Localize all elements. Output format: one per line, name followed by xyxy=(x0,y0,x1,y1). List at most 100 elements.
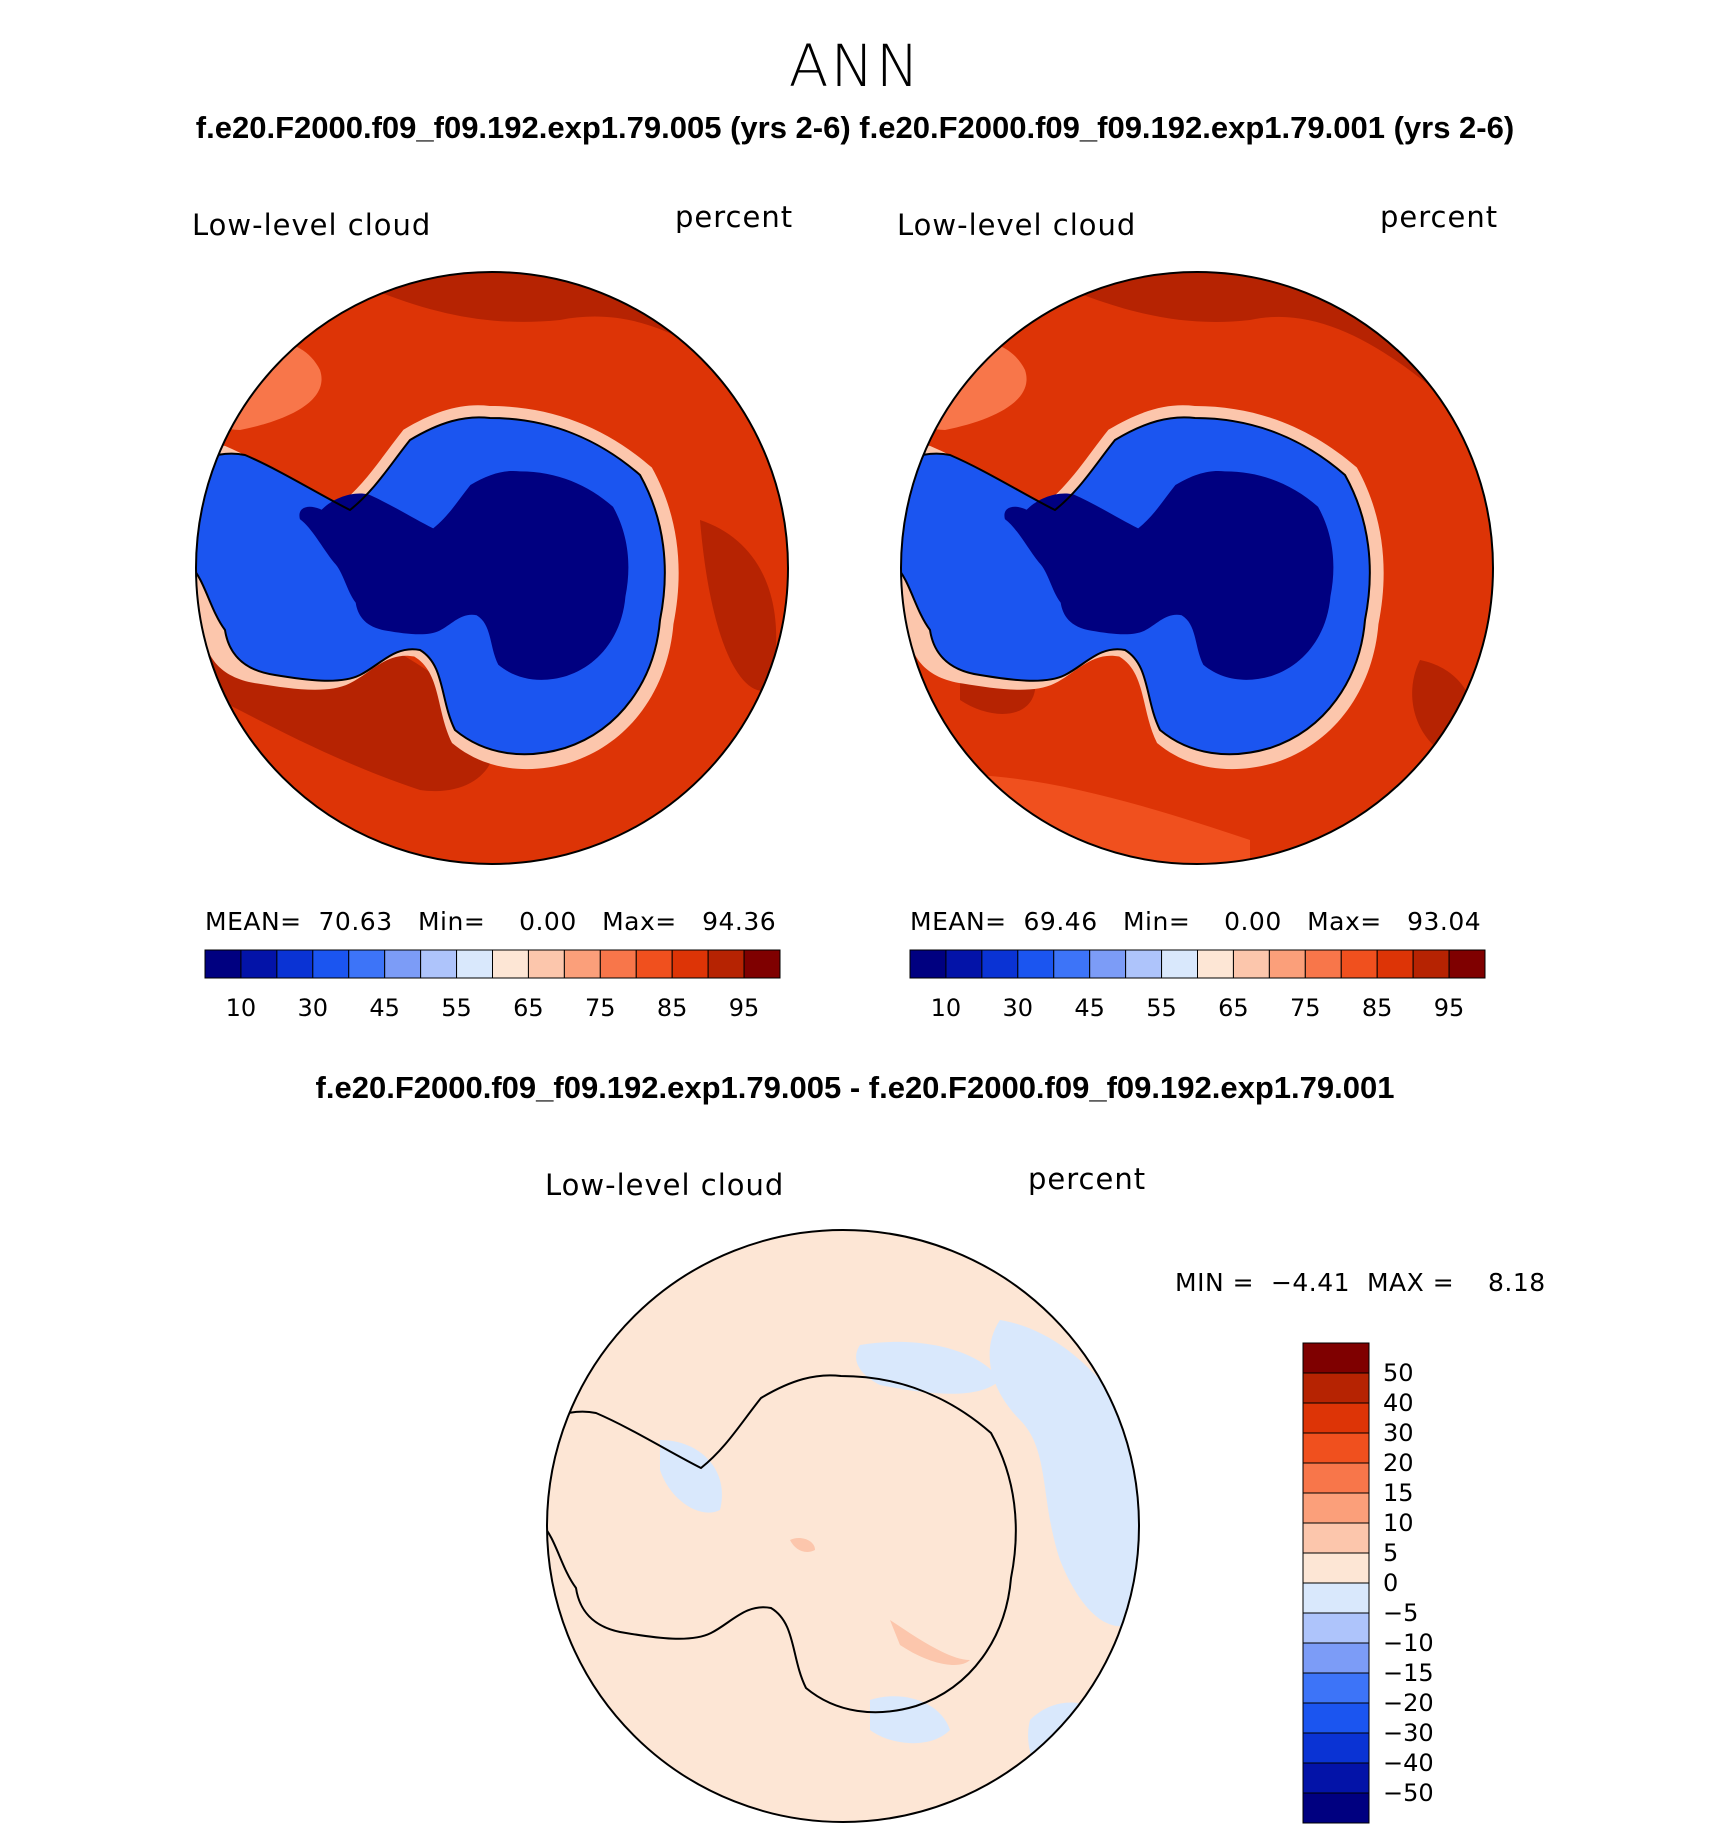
panel3-colorbar-tick-label: −15 xyxy=(1383,1659,1434,1687)
panel2-colorbar-swatch xyxy=(1448,949,1486,979)
panel2-mean-value: 69.46 xyxy=(1023,907,1098,936)
panel1-colorbar-swatch xyxy=(707,949,745,979)
panel1-colorbar-tick-label: 10 xyxy=(226,994,257,1022)
plot-title: ANN xyxy=(788,32,922,100)
panel2-colorbar-swatch xyxy=(1376,949,1414,979)
panel3-colorbar-swatch xyxy=(1302,1732,1370,1764)
panel2-colorbar-swatch xyxy=(1268,949,1306,979)
panel2-colorbar-tick-label: 95 xyxy=(1434,994,1465,1022)
panel1-mean-value: 70.63 xyxy=(318,907,393,936)
panel2-colorbar-swatch xyxy=(909,949,947,979)
panel3-colorbar-swatch xyxy=(1302,1462,1370,1494)
panel1-colorbar-swatch xyxy=(456,949,493,979)
panel2-colorbar-tick-label: 85 xyxy=(1362,994,1393,1022)
panel2-colorbar-tick-label: 10 xyxy=(931,994,962,1022)
panel2-max-label: Max= xyxy=(1307,907,1382,936)
panel3-colorbar-swatch xyxy=(1302,1402,1370,1434)
panel3-colorbar-tick-label: 15 xyxy=(1383,1479,1414,1507)
panel2-colorbar-swatch xyxy=(1017,949,1055,979)
panel3-colorbar-swatch xyxy=(1302,1642,1370,1674)
panel2-colorbar-tick-label: 45 xyxy=(1074,994,1105,1022)
panel3-negative-east xyxy=(989,1320,1139,1627)
panel3-colorbar-swatch xyxy=(1302,1672,1370,1704)
panel1-mean-label: MEAN= xyxy=(205,907,302,936)
panel3-colorbar-swatch xyxy=(1302,1762,1370,1794)
panel2-colorbar: 10 30 45 55 65 75 85 95 xyxy=(909,949,1486,1022)
panel2-colorbar-swatch xyxy=(945,949,983,979)
panel2-colorbar-swatch xyxy=(981,949,1019,979)
panel2-colorbar-swatch xyxy=(1197,949,1234,979)
panel3-max-value: 8.18 xyxy=(1487,1268,1546,1297)
panel3-map-border xyxy=(546,1229,1140,1823)
panel3-colorbar-tick-label: −5 xyxy=(1383,1599,1418,1627)
panel1-max-value: 94.36 xyxy=(702,907,777,936)
panel1-stats: MEAN= 70.63 Min= 0.00 Max= 94.36 xyxy=(205,907,776,936)
panel3-positive-interior xyxy=(890,1620,970,1665)
panel2-colorbar-swatch xyxy=(1340,949,1378,979)
panel3-map xyxy=(546,1229,1140,1823)
panel3-colorbar-tick-label: 40 xyxy=(1383,1389,1414,1417)
panel1-max-label: Max= xyxy=(602,907,677,936)
panel3-colorbar-swatch xyxy=(1302,1552,1370,1584)
panel3-colorbar-swatch xyxy=(1302,1432,1370,1464)
panel2-colorbar-tick-label: 55 xyxy=(1146,994,1177,1022)
panel1-colorbar-swatch xyxy=(743,949,781,979)
panel2-colorbar-swatch xyxy=(1161,949,1198,979)
panel2-mean-label: MEAN= xyxy=(910,907,1007,936)
panel1-colorbar-swatch xyxy=(348,949,386,979)
panel1-dark-band-east xyxy=(700,520,777,692)
panel2-variable-label: Low-level cloud xyxy=(897,208,1137,242)
panel1-colorbar-swatch xyxy=(492,949,529,979)
panel1-colorbar-tick-label: 75 xyxy=(585,994,616,1022)
panel1-colorbar-swatch xyxy=(563,949,601,979)
panel1-colorbar-tick-label: 45 xyxy=(369,994,400,1022)
panel1-colorbar-swatch xyxy=(276,949,314,979)
panel3-colorbar-tick-label: −30 xyxy=(1383,1719,1434,1747)
panel1-colorbar-tick-label: 55 xyxy=(441,994,472,1022)
panel2-colorbar-swatch xyxy=(1304,949,1342,979)
panel1-colorbar-swatch xyxy=(312,949,350,979)
panel3-colorbar-tick-label: 10 xyxy=(1383,1509,1414,1537)
panel3-colorbar-tick-label: 30 xyxy=(1383,1419,1414,1447)
cases-title: f.e20.F2000.f09_f09.192.exp1.79.005 (yrs… xyxy=(195,110,1515,145)
panel3-min-label: MIN = xyxy=(1175,1268,1255,1297)
panel2-min-value: 0.00 xyxy=(1224,907,1282,936)
panel2-colorbar-tick-label: 75 xyxy=(1290,994,1321,1022)
panel3-colorbar-tick-label: −50 xyxy=(1383,1779,1434,1807)
panel3-max-label: MAX = xyxy=(1366,1268,1455,1297)
panel3-colorbar-tick-label: 0 xyxy=(1383,1569,1398,1597)
panel3-colorbar-tick-label: −20 xyxy=(1383,1689,1434,1717)
panel1-map-border xyxy=(195,271,789,865)
panel2-map-border xyxy=(900,271,1494,865)
panel1-min-label: Min= xyxy=(417,907,486,936)
panel2-colorbar-tick-label: 30 xyxy=(1003,994,1034,1022)
panel3-negative-south xyxy=(1028,1702,1120,1800)
panel2-max-value: 93.04 xyxy=(1407,907,1482,936)
panel1-colorbar-swatch xyxy=(599,949,637,979)
panel2-colorbar-tick-label: 65 xyxy=(1218,994,1249,1022)
panel3-colorbar-tick-label: −10 xyxy=(1383,1629,1434,1657)
panel2-units-label: percent xyxy=(1380,200,1499,234)
panel3-colorbar-tick-label: 5 xyxy=(1383,1539,1398,1567)
panel2-colorbar-swatch xyxy=(1412,949,1450,979)
panel1-colorbar-swatch xyxy=(384,949,422,979)
panel3-units-label: percent xyxy=(1028,1162,1147,1196)
panel1-units-label: percent xyxy=(675,200,794,234)
panel3-colorbar-swatch xyxy=(1302,1492,1370,1524)
panel1-colorbar-swatch xyxy=(204,949,242,979)
panel2-min-label: Min= xyxy=(1122,907,1191,936)
panel3-negative-southwest xyxy=(870,1696,950,1744)
panel3-colorbar-tick-label: −40 xyxy=(1383,1749,1434,1777)
panel1-colorbar-tick-label: 30 xyxy=(298,994,329,1022)
panel1-colorbar-swatch xyxy=(635,949,673,979)
panel3-min-value: −4.41 xyxy=(1270,1268,1351,1297)
panel2-colorbar-swatch xyxy=(1232,949,1270,979)
panel2-map xyxy=(900,271,1494,865)
panel1-colorbar-tick-label: 95 xyxy=(729,994,760,1022)
panel3-colorbar-swatch xyxy=(1302,1342,1370,1374)
panel3-variable-label: Low-level cloud xyxy=(545,1168,785,1202)
panel3-colorbar-swatch xyxy=(1302,1702,1370,1734)
panel1-min-value: 0.00 xyxy=(519,907,577,936)
panel1-colorbar-swatch xyxy=(671,949,709,979)
